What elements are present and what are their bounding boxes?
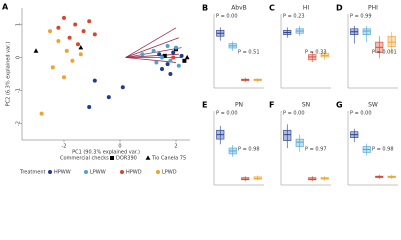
point	[160, 67, 164, 72]
point	[179, 53, 184, 58]
point	[62, 75, 66, 80]
panel-letter: G	[336, 101, 343, 110]
loading-arrow	[125, 57, 177, 63]
point	[92, 78, 97, 83]
point	[171, 55, 176, 60]
point	[165, 43, 170, 48]
legend-swatch	[48, 170, 52, 174]
panel-letter: B	[202, 4, 208, 13]
point	[120, 85, 125, 90]
box	[283, 129, 292, 141]
point	[56, 25, 61, 30]
panel-title: PHI	[368, 5, 378, 12]
point	[70, 58, 75, 63]
point	[76, 42, 80, 47]
annotation: P = 0.001	[372, 50, 397, 56]
box	[362, 28, 371, 36]
legend-swatch	[84, 170, 88, 174]
y-axis-title: PC2 (6.3% explained var.)	[6, 42, 12, 107]
point	[78, 52, 83, 57]
box	[295, 138, 304, 147]
point	[73, 22, 78, 27]
box	[387, 35, 396, 47]
x-axis-title: PC1 (90.3% explained var.)	[72, 150, 140, 156]
point	[160, 55, 164, 60]
legend-title: Treatment	[19, 170, 45, 176]
panel-title: SN	[302, 102, 310, 109]
x-tick-label: -2	[62, 144, 67, 150]
point	[81, 29, 86, 34]
point	[176, 63, 181, 68]
figure: A -2 0 2 -2 -1 0 1 PC1 (90.3% explained var.) PC2…	[2, 3, 398, 186]
legend-label: HPWW	[54, 170, 71, 176]
point	[33, 48, 39, 53]
x-tick-label: 0	[118, 144, 121, 150]
y-tick-label: -2	[16, 121, 22, 126]
legend-swatch	[145, 155, 151, 160]
legend-label: DOR390	[116, 156, 137, 162]
point	[78, 45, 84, 50]
annotation: P = 0.23	[283, 14, 305, 20]
annotation: P = 0.97	[305, 147, 327, 153]
point	[184, 54, 190, 60]
annotation: P = 0.51	[238, 50, 260, 56]
annotation: P = 0.00	[350, 111, 372, 117]
point	[182, 58, 187, 63]
point	[67, 35, 72, 40]
panel-title: PN	[235, 102, 243, 109]
point	[39, 111, 44, 116]
point	[174, 45, 178, 50]
legend-label: LPWW	[90, 170, 106, 176]
annotation: P = 0.00	[283, 111, 305, 117]
point	[157, 52, 162, 57]
annotation: P = 0.00	[216, 14, 238, 20]
point	[62, 15, 66, 20]
point	[92, 32, 97, 37]
point	[171, 50, 176, 55]
panel-title: HI	[303, 5, 310, 12]
point	[64, 48, 69, 53]
panel-title: AbvB	[231, 5, 247, 12]
point	[87, 19, 92, 24]
point	[56, 39, 61, 43]
annotation: P = 0.98	[238, 147, 260, 153]
point	[106, 95, 111, 100]
legend-label: LPWD	[162, 170, 177, 176]
point	[50, 65, 55, 70]
y-tick-label: -1	[16, 88, 22, 93]
panel-title: SW	[368, 102, 378, 109]
legend-swatch	[110, 156, 114, 160]
point	[168, 58, 173, 63]
panel-letter: E	[202, 101, 207, 110]
point	[87, 105, 92, 109]
annotation: P = 0.00	[216, 111, 238, 117]
panel-letter: F	[269, 101, 274, 110]
y-tick-label: 1	[16, 23, 22, 26]
loading-arrow	[125, 37, 179, 58]
point	[165, 62, 170, 67]
panel-letter: A	[2, 3, 9, 12]
y-tick-label: 0	[16, 56, 22, 59]
point	[151, 48, 156, 53]
point	[168, 72, 173, 76]
annotation: P = 0.33	[305, 50, 327, 56]
point	[140, 52, 145, 57]
annotation: P = 0.99	[350, 14, 372, 20]
panel-letter: D	[336, 4, 343, 13]
loading-arrow	[125, 27, 177, 58]
legend-swatch	[120, 170, 124, 174]
legend-swatch	[156, 170, 160, 174]
x-tick-label: 2	[174, 144, 177, 150]
legend-label: Tio Canela 75	[151, 156, 186, 162]
loading-arrow	[125, 53, 179, 58]
annotation: P = 0.98	[372, 147, 394, 153]
legend-title: Commercial checks	[60, 156, 109, 162]
legend-label: HPWD	[126, 170, 142, 176]
panel-letter: C	[269, 4, 275, 13]
point	[154, 60, 159, 65]
point	[162, 53, 167, 58]
point	[48, 29, 52, 34]
